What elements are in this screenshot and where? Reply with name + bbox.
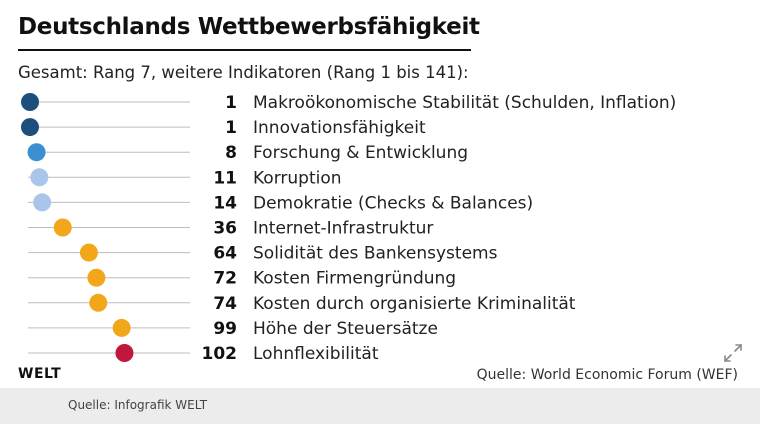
indicator-label: Makroökonomische Stabilität (Schulden, I… [253, 93, 676, 113]
indicator-label: Höhe der Steuersätze [253, 319, 438, 339]
rank-value-label: 102 [202, 344, 238, 364]
indicator-label: Lohnflexibilität [253, 344, 379, 364]
rank-value-label: 11 [213, 168, 237, 188]
rank-value-label: 72 [213, 269, 237, 289]
indicator-label: Demokratie (Checks & Balances) [253, 193, 533, 213]
indicator-label: Innovationsfähigkeit [253, 118, 426, 138]
indicator-row: 14 Demokratie (Checks & Balances) [28, 193, 533, 213]
rank-dot [30, 168, 49, 187]
rank-dot-chart: 1 Makroökonomische Stabilität (Schulden, … [21, 93, 676, 364]
rank-dot [115, 344, 134, 362]
source-note: Quelle: World Economic Forum (WEF) [476, 367, 738, 383]
rank-dot [27, 143, 46, 162]
rank-dot [79, 243, 98, 262]
expand-icon[interactable] [722, 342, 744, 364]
indicator-label: Forschung & Entwicklung [253, 143, 468, 163]
indicator-row: 102 Lohnflexibilität [28, 344, 379, 364]
indicator-row: 72 Kosten Firmengründung [28, 268, 456, 289]
title-underline [18, 49, 471, 51]
rank-dot [53, 218, 72, 237]
indicator-row: 99 Höhe der Steuersätze [28, 318, 438, 339]
rank-value-label: 1 [225, 118, 237, 138]
rank-value-label: 36 [213, 219, 237, 239]
rank-dot [112, 318, 131, 337]
rank-dot [89, 293, 108, 312]
indicator-row: 1 Innovationsfähigkeit [21, 118, 426, 138]
indicator-label: Internet-Infrastruktur [253, 219, 433, 239]
indicator-row: 8 Forschung & Entwicklung [27, 143, 468, 163]
rank-dot [33, 193, 52, 212]
footer-bar: Quelle: Infografik WELT [0, 388, 760, 424]
rank-dot [87, 268, 106, 287]
footer-credit: Quelle: Infografik WELT [68, 398, 208, 412]
rank-value-label: 1 [225, 93, 237, 113]
indicator-label: Solidität des Bankensystems [253, 244, 498, 264]
rank-value-label: 64 [213, 244, 237, 264]
indicator-label: Kosten durch organisierte Kriminalität [253, 294, 576, 314]
rank-dot [21, 93, 39, 111]
rank-value-label: 14 [213, 193, 237, 213]
indicator-row: 1 Makroökonomische Stabilität (Schulden, … [21, 93, 676, 113]
rank-value-label: 74 [213, 294, 237, 314]
indicator-row: 11 Korruption [28, 168, 342, 188]
indicator-label: Kosten Firmengründung [253, 269, 456, 289]
rank-dot [21, 118, 39, 137]
indicator-row: 74 Kosten durch organisierte Kriminalität [28, 293, 576, 314]
rank-value-label: 99 [213, 319, 237, 339]
rank-value-label: 8 [225, 143, 237, 163]
chart-title: Deutschlands Wettbewerbsfähigkeit [18, 14, 480, 40]
indicator-row: 36 Internet-Infrastruktur [28, 218, 433, 239]
welt-logo: WELT [18, 366, 62, 382]
indicator-label: Korruption [253, 168, 342, 188]
indicator-row: 64 Solidität des Bankensystems [28, 243, 498, 264]
chart-subtitle: Gesamt: Rang 7, weitere Indikatoren (Ran… [18, 63, 469, 82]
